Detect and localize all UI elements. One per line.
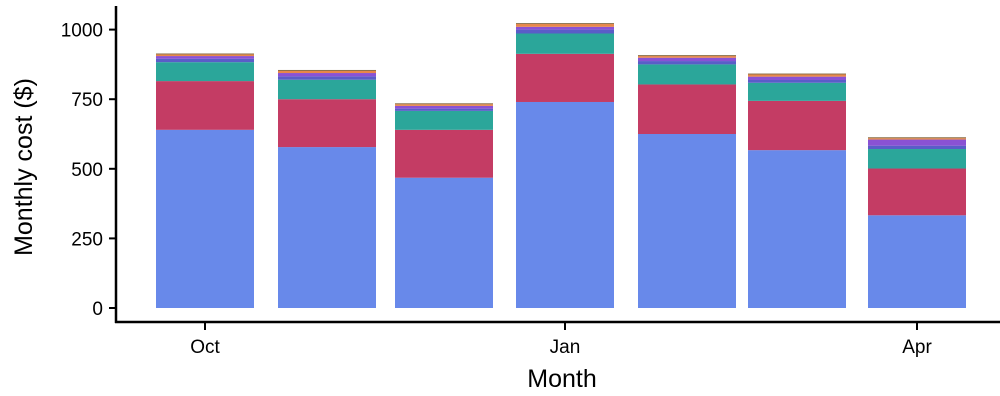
bar-segment-nov-3 bbox=[278, 79, 376, 100]
bar-stack-apr bbox=[868, 137, 966, 308]
bar-segment-apr-5 bbox=[868, 139, 966, 146]
bar-segment-jan-1 bbox=[516, 101, 614, 308]
bar-segment-nov-4 bbox=[278, 76, 376, 80]
bar-segment-oct-7 bbox=[156, 53, 254, 55]
bar-segment-dec-2 bbox=[395, 129, 493, 178]
bar-segment-dec-5 bbox=[395, 105, 493, 109]
bar-segment-mar-5 bbox=[748, 76, 846, 80]
bar-segment-oct-1 bbox=[156, 129, 254, 308]
bar-stack-mar bbox=[748, 73, 846, 308]
bar-segment-feb-1 bbox=[638, 134, 736, 308]
bar-segment-jan-3 bbox=[516, 33, 614, 54]
bar-segment-nov-7 bbox=[278, 69, 376, 71]
x-tick-label: Apr bbox=[902, 337, 932, 358]
bar-segment-jan-2 bbox=[516, 53, 614, 102]
bar-segment-feb-4 bbox=[638, 61, 736, 65]
bar-segment-oct-3 bbox=[156, 62, 254, 82]
x-ticks: Oct Jan Apr bbox=[190, 322, 932, 358]
bar-segment-nov-6 bbox=[278, 70, 376, 74]
bar-segment-apr-6 bbox=[868, 138, 966, 140]
bar-segment-oct-6 bbox=[156, 54, 254, 57]
bar-segment-oct-4 bbox=[156, 58, 254, 63]
bar-segment-feb-5 bbox=[638, 57, 736, 62]
bar-segment-dec-3 bbox=[395, 110, 493, 130]
bar-segment-apr-3 bbox=[868, 149, 966, 169]
bar-segment-apr-7 bbox=[868, 137, 966, 139]
bars-layer bbox=[156, 23, 966, 308]
x-axis-title: Month bbox=[527, 365, 596, 393]
y-axis-title: Monthly cost ($) bbox=[10, 78, 38, 256]
bar-segment-feb-2 bbox=[638, 84, 736, 134]
bar-segment-feb-3 bbox=[638, 64, 736, 85]
bar-segment-mar-6 bbox=[748, 74, 846, 77]
x-tick-label: Jan bbox=[550, 337, 581, 358]
bar-segment-apr-2 bbox=[868, 168, 966, 216]
bar-segment-feb-7 bbox=[638, 55, 736, 57]
bar-segment-dec-4 bbox=[395, 108, 493, 111]
bar-stack-oct bbox=[156, 53, 254, 308]
bar-segment-apr-1 bbox=[868, 215, 966, 308]
bar-segment-oct-2 bbox=[156, 81, 254, 130]
bar-stack-feb bbox=[638, 55, 736, 308]
bar-segment-jan-6 bbox=[516, 24, 614, 27]
bar-segment-mar-4 bbox=[748, 79, 846, 83]
bar-stack-jan bbox=[516, 23, 614, 308]
bar-segment-jan-4 bbox=[516, 29, 614, 34]
bar-segment-dec-6 bbox=[395, 104, 493, 106]
bar-segment-oct-5 bbox=[156, 56, 254, 59]
y-tick-label: 250 bbox=[71, 229, 103, 250]
y-ticks: 0 250 500 750 1000 bbox=[61, 21, 116, 320]
bar-segment-mar-7 bbox=[748, 73, 846, 75]
bar-segment-jan-5 bbox=[516, 26, 614, 30]
y-tick-label: 0 bbox=[92, 299, 103, 320]
bar-stack-dec bbox=[395, 103, 493, 308]
bar-segment-nov-5 bbox=[278, 73, 376, 77]
bar-segment-dec-1 bbox=[395, 177, 493, 308]
y-tick-label: 750 bbox=[71, 90, 103, 111]
bar-segment-mar-1 bbox=[748, 150, 846, 308]
bar-segment-nov-1 bbox=[278, 147, 376, 308]
bar-stack-nov bbox=[278, 69, 376, 308]
bar-segment-apr-4 bbox=[868, 145, 966, 150]
y-tick-label: 1000 bbox=[61, 21, 103, 42]
bar-segment-nov-2 bbox=[278, 99, 376, 148]
x-tick-label: Oct bbox=[190, 337, 220, 358]
bar-segment-jan-7 bbox=[516, 23, 614, 25]
y-tick-label: 500 bbox=[71, 160, 103, 181]
bar-segment-mar-2 bbox=[748, 100, 846, 151]
bar-segment-dec-7 bbox=[395, 103, 493, 105]
bar-segment-feb-6 bbox=[638, 56, 736, 58]
bar-segment-mar-3 bbox=[748, 82, 846, 101]
